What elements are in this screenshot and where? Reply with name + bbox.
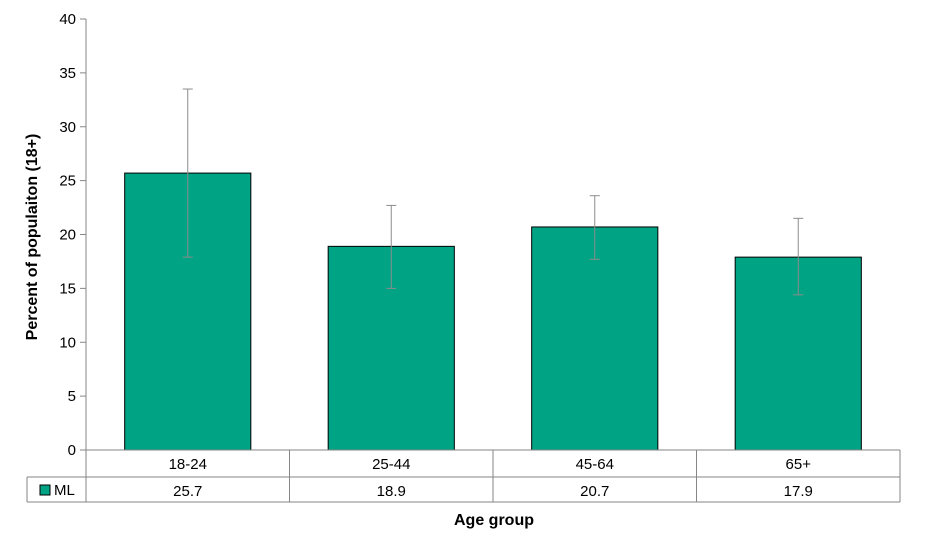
y-tick-label: 15 [59, 280, 76, 297]
data-table: 18-24 25.7 25-44 18.9 45-64 20.7 65+ 17.9 ML [26, 449, 901, 503]
data-label: 20.7 [580, 483, 609, 500]
x-tick-label: 25-44 [372, 456, 410, 473]
x-tick-label: 18-24 [169, 456, 207, 473]
legend-swatch [39, 484, 51, 496]
y-axis: 0 5 10 15 20 25 30 35 40 [59, 11, 87, 459]
y-tick-label: 40 [59, 11, 76, 28]
y-tick-label: 20 [59, 227, 76, 244]
y-tick-label: 5 [68, 388, 76, 405]
y-tick-label: 0 [68, 442, 76, 459]
data-label: 25.7 [173, 483, 202, 500]
y-tick-label: 25 [59, 173, 76, 190]
y-tick-label: 10 [59, 334, 76, 351]
data-label: 18.9 [377, 483, 406, 500]
y-tick-label: 35 [59, 65, 76, 82]
y-tick-label: 30 [59, 119, 76, 136]
legend-label: ML [54, 482, 75, 499]
error-bars [182, 88, 804, 296]
bar-45-64 [531, 226, 659, 451]
bars [124, 172, 862, 451]
data-label: 17.9 [784, 483, 813, 500]
x-tick-label: 65+ [786, 456, 812, 473]
x-tick-label: 45-64 [576, 456, 614, 473]
x-axis-title: Age group [454, 512, 534, 529]
y-axis-title: Percent of populaiton (18+) [24, 134, 41, 341]
